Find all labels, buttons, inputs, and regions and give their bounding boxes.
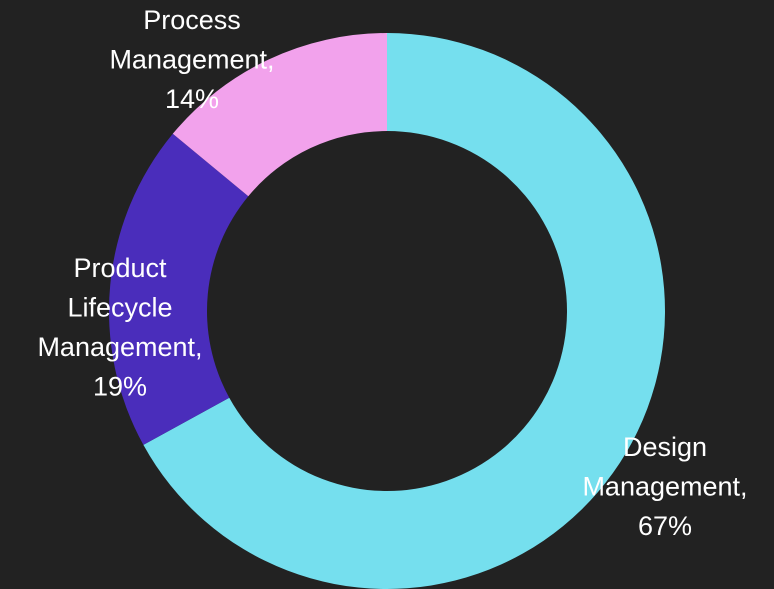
donut-slice [108, 133, 249, 445]
slice-category-label: Design Management, [582, 432, 747, 502]
slice-category-label: Product Lifecycle Management, [37, 253, 202, 362]
slice-value-label: 14% [165, 84, 219, 114]
donut-slice [143, 33, 666, 589]
donut-slice [172, 33, 387, 197]
slice-value-label: 67% [638, 511, 692, 541]
slice-category-label: Process Management, [109, 5, 274, 75]
slice-value-label: 19% [93, 372, 147, 402]
